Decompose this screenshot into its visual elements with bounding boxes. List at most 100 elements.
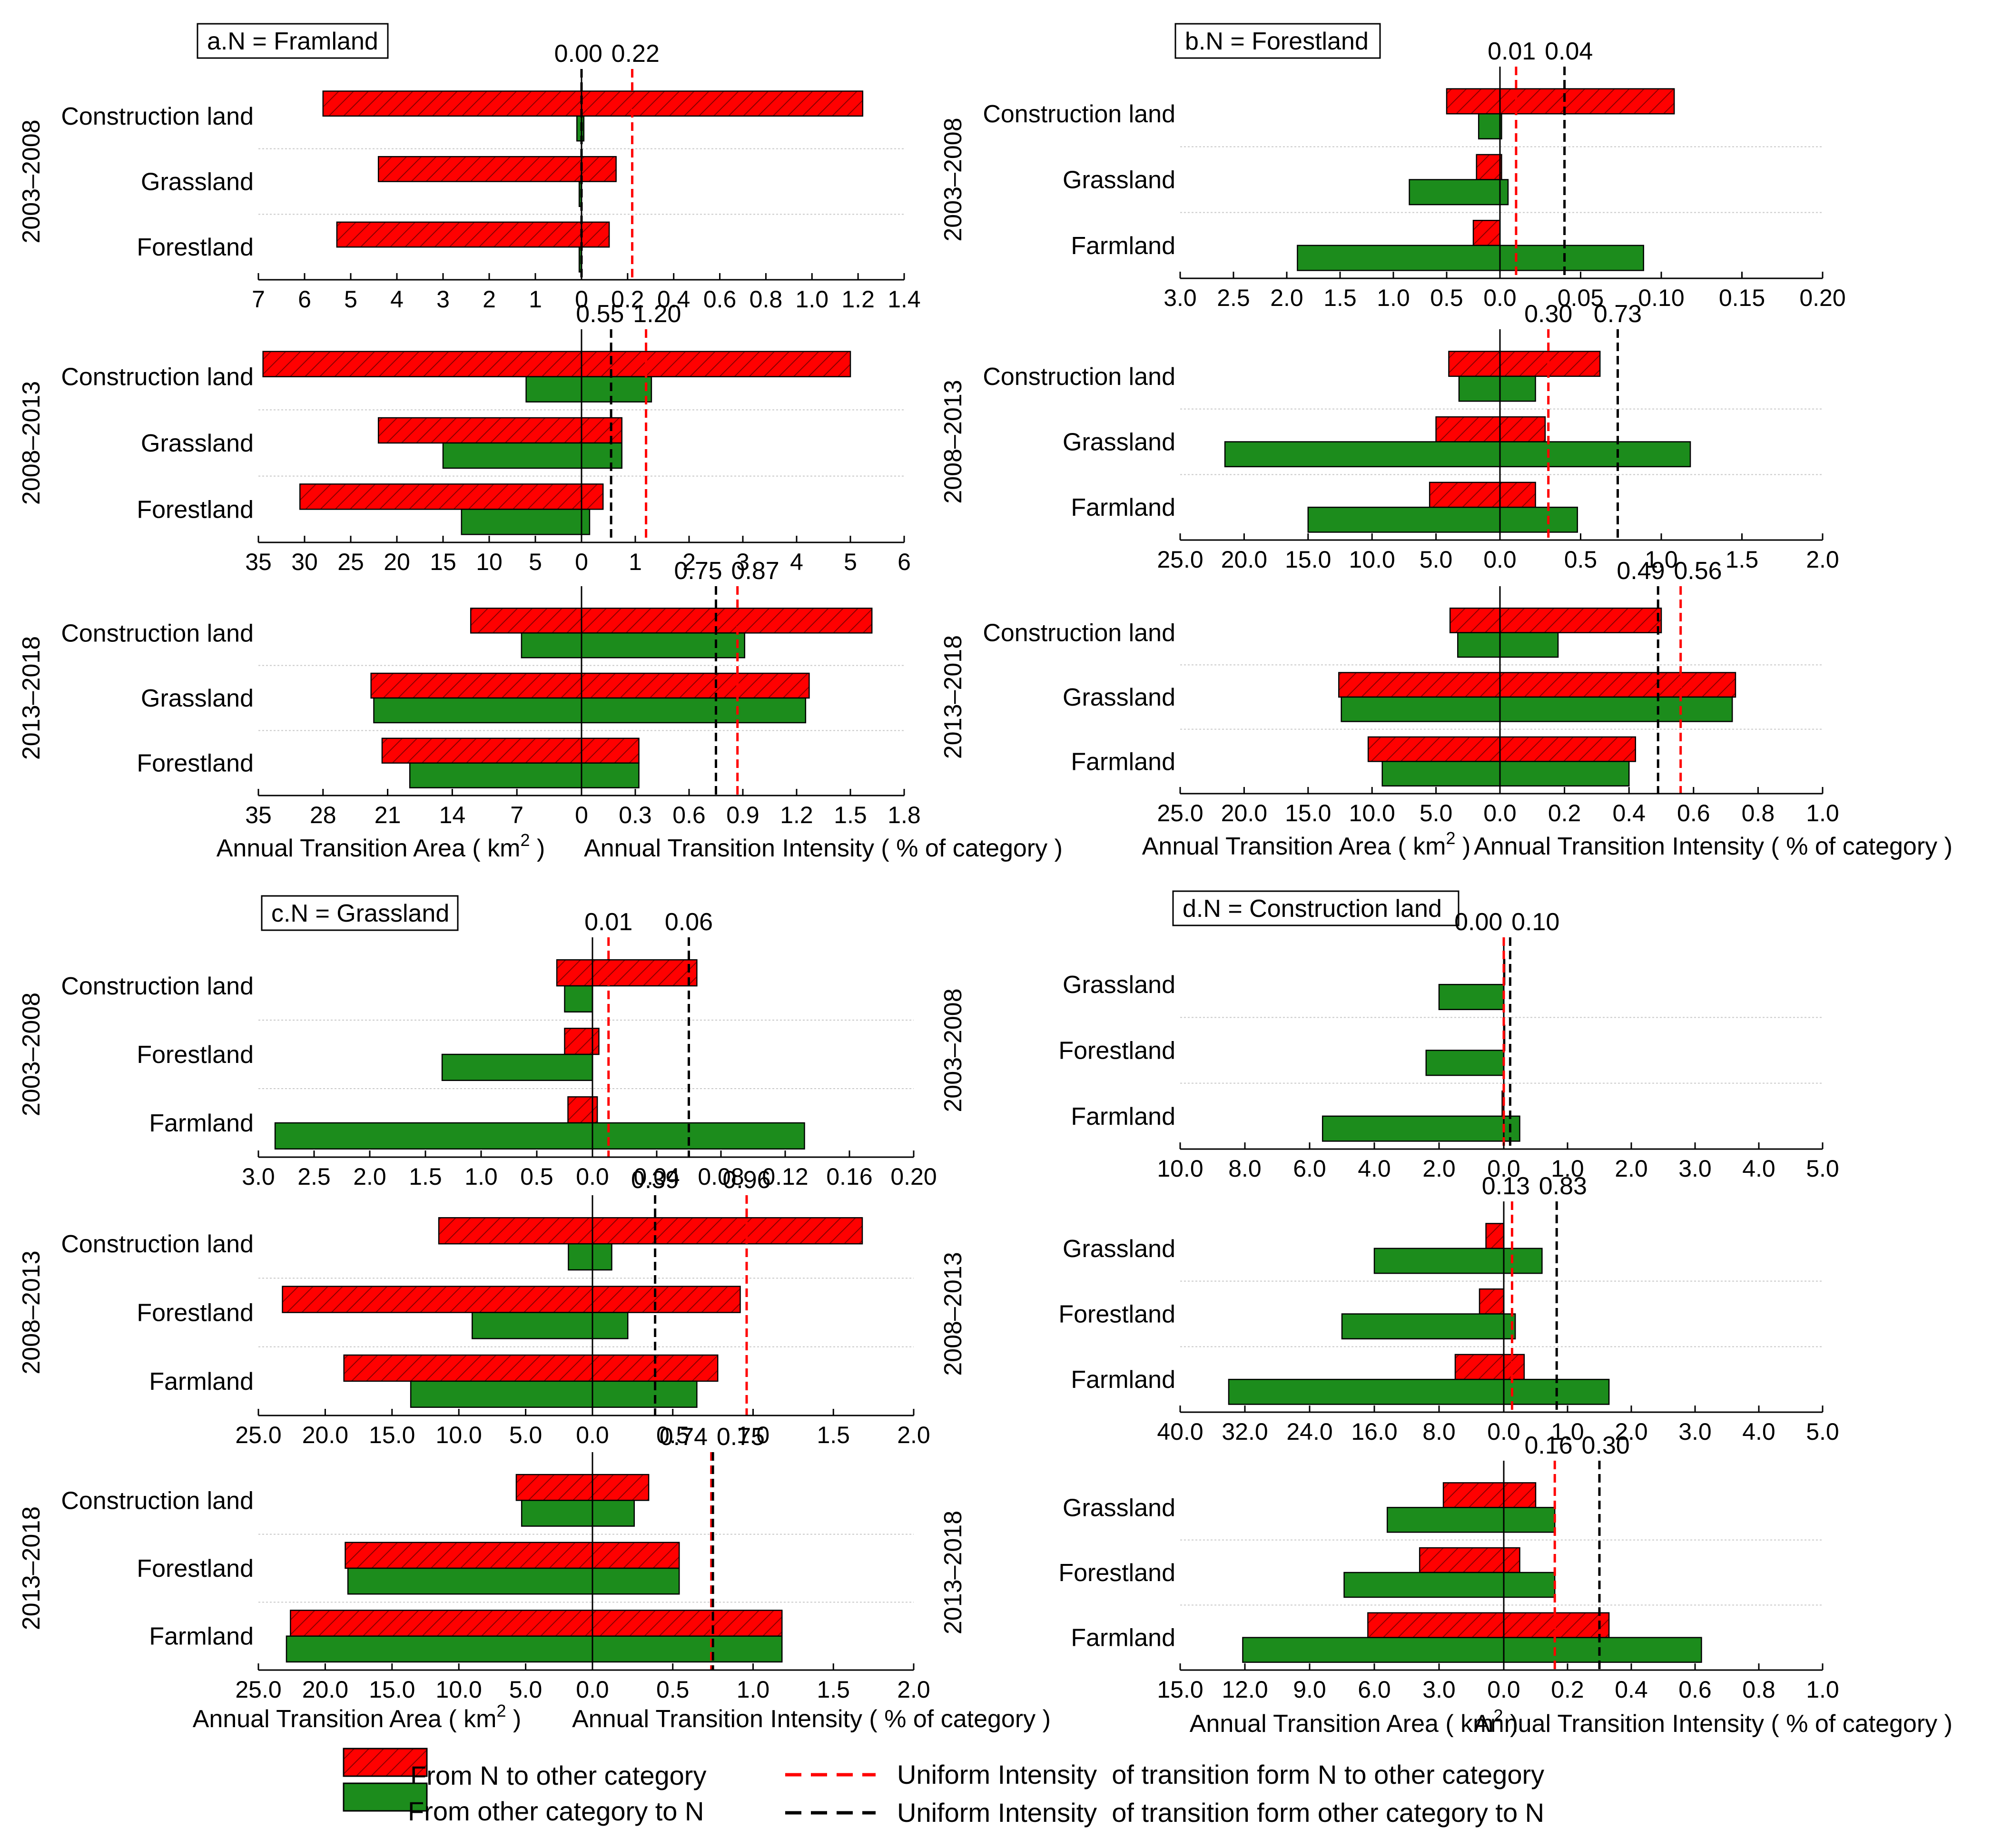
area-tick-label: 28 <box>310 802 336 828</box>
bar-to-n <box>564 985 593 1012</box>
bar-from-n <box>1454 1354 1525 1380</box>
category-label: Construction land <box>983 363 1175 391</box>
bar-from-n <box>282 1286 741 1313</box>
intensity-tick-label: 0.2 <box>1548 800 1581 826</box>
bar-from-n <box>1449 607 1662 633</box>
intensity-tick-label: 0.6 <box>672 802 706 828</box>
bar-from-n <box>470 608 873 634</box>
area-tick-label: 5.0 <box>1420 800 1453 826</box>
chart-panel-1: a.N = Framland Construction land Grassland… <box>18 23 1063 862</box>
category-label: Farmland <box>1071 1366 1175 1394</box>
bar-from-n <box>1429 482 1536 508</box>
area-tick-label: 15.0 <box>1285 800 1331 826</box>
intensity-tick-label: 4.0 <box>1742 1418 1775 1445</box>
area-tick-label: 20.0 <box>1221 800 1267 826</box>
bar-to-n <box>1425 1050 1505 1076</box>
bar-to-n <box>1386 1507 1556 1533</box>
intensity-tick-label: 3.0 <box>1678 1155 1712 1182</box>
area-tick-label: 2.0 <box>1422 1155 1456 1182</box>
area-tick-label: 25.0 <box>235 1676 281 1703</box>
intensity-axis-title: Annual Transition Intensity ( % of categ… <box>572 1705 1051 1733</box>
category-label: Construction land <box>61 364 254 391</box>
area-tick-label: 24.0 <box>1286 1418 1332 1445</box>
category-label: Grassland <box>141 685 254 712</box>
uniform-value-label: 0.73 <box>1594 300 1642 328</box>
period-label: 2003–2008 <box>939 988 967 1112</box>
intensity-tick-label: 1.2 <box>780 802 813 828</box>
intensity-tick-label: 0.04 <box>633 1163 680 1190</box>
category-label: Forestland <box>137 1041 254 1069</box>
category-label: Forestland <box>1058 1301 1175 1328</box>
bar-from-n <box>262 351 851 377</box>
area-tick-label: 6.0 <box>1358 1676 1391 1703</box>
area-tick-label: 16.0 <box>1351 1418 1397 1445</box>
intensity-tick-label: 3.0 <box>1678 1418 1712 1445</box>
category-label: Construction land <box>61 1487 254 1514</box>
period-label: 2003–2008 <box>18 993 45 1116</box>
intensity-tick-label: 0.8 <box>1742 800 1775 826</box>
area-tick-label: 3 <box>436 286 450 313</box>
area-tick-label: 1.0 <box>464 1163 498 1190</box>
uniform-value-label: 0.75 <box>674 557 722 585</box>
uniform-value-label: 0.56 <box>1674 557 1722 585</box>
intensity-tick-label: 1.0 <box>796 286 829 313</box>
area-tick-label: 14 <box>439 802 466 828</box>
area-tick-label: 5.0 <box>509 1422 542 1448</box>
intensity-tick-label: 2.0 <box>1806 546 1839 573</box>
intensity-tick-label: 1.4 <box>888 286 921 313</box>
area-tick-label: 0.0 <box>576 1422 609 1448</box>
intensity-tick-label: 0.10 <box>1638 285 1684 311</box>
area-tick-label: 10 <box>476 549 503 575</box>
category-label: Construction land <box>983 619 1175 647</box>
intensity-tick-label: 0.4 <box>657 286 690 313</box>
intensity-tick-label: 1.5 <box>817 1422 850 1448</box>
legend-label-from-n: From N to other category <box>410 1760 706 1790</box>
intensity-tick-label: 2.0 <box>897 1676 930 1703</box>
intensity-tick-label: 5.0 <box>1806 1155 1839 1182</box>
area-tick-label: 20.0 <box>302 1676 348 1703</box>
area-tick-label: 9.0 <box>1293 1676 1326 1703</box>
area-axis-title: Annual Transition Area ( km2 ) <box>217 830 545 862</box>
category-label: Farmland <box>1071 748 1175 776</box>
bar-from-n <box>1476 154 1502 180</box>
intensity-tick-label: 1.8 <box>888 802 921 828</box>
category-label: Farmland <box>149 1623 254 1651</box>
uniform-value-label: 0.83 <box>1539 1172 1587 1200</box>
uniform-value-label: 0.30 <box>1524 300 1572 328</box>
bar-from-n <box>1435 416 1546 442</box>
uniform-value-label: 0.06 <box>665 908 713 936</box>
period-label: 2013–2018 <box>18 636 45 760</box>
uniform-value-label: 0.16 <box>1524 1432 1572 1459</box>
category-label: Farmland <box>149 1110 254 1137</box>
area-tick-label: 15.0 <box>369 1422 415 1448</box>
uniform-value-label: 0.04 <box>1545 38 1593 65</box>
intensity-tick-label: 0.2 <box>611 286 644 313</box>
intensity-tick-label: 1 <box>629 549 642 575</box>
period-2: Construction land Grassland Forestland 0.55… <box>18 300 911 575</box>
legend-swatch-from-n <box>343 1748 428 1777</box>
bar-to-n <box>1297 245 1644 271</box>
area-tick-label: 0 <box>575 286 588 313</box>
uniform-value-label: 0.49 <box>1617 557 1665 585</box>
bar-to-n <box>1228 1378 1610 1405</box>
category-label: Grassland <box>141 168 254 196</box>
category-label: Forestland <box>137 234 254 261</box>
intensity-axis-title: Annual Transition Intensity ( % of categ… <box>1474 833 1953 860</box>
area-tick-label: 8.0 <box>1228 1155 1262 1182</box>
bar-to-n <box>1409 179 1509 206</box>
bar-to-n <box>1341 1313 1516 1340</box>
category-label: Forestland <box>137 496 254 523</box>
bar-to-n <box>347 1567 680 1595</box>
intensity-tick-label: 2 <box>682 549 696 575</box>
period-1: Construction land Grassland Farmland 0.01 0.… <box>939 38 1846 311</box>
uniform-value-label: 0.10 <box>1511 908 1559 936</box>
period-label: 2013–2018 <box>18 1506 45 1630</box>
intensity-tick-label: 0.5 <box>656 1422 690 1448</box>
intensity-tick-label: 0.16 <box>826 1163 872 1190</box>
intensity-axis-title: Annual Transition Intensity ( % of categ… <box>1474 1710 1953 1738</box>
panel-title-box <box>1172 890 1460 926</box>
intensity-tick-label: 2.0 <box>1615 1155 1648 1182</box>
category-label: Grassland <box>1063 1494 1175 1522</box>
intensity-tick-label: 0.3 <box>619 802 652 828</box>
